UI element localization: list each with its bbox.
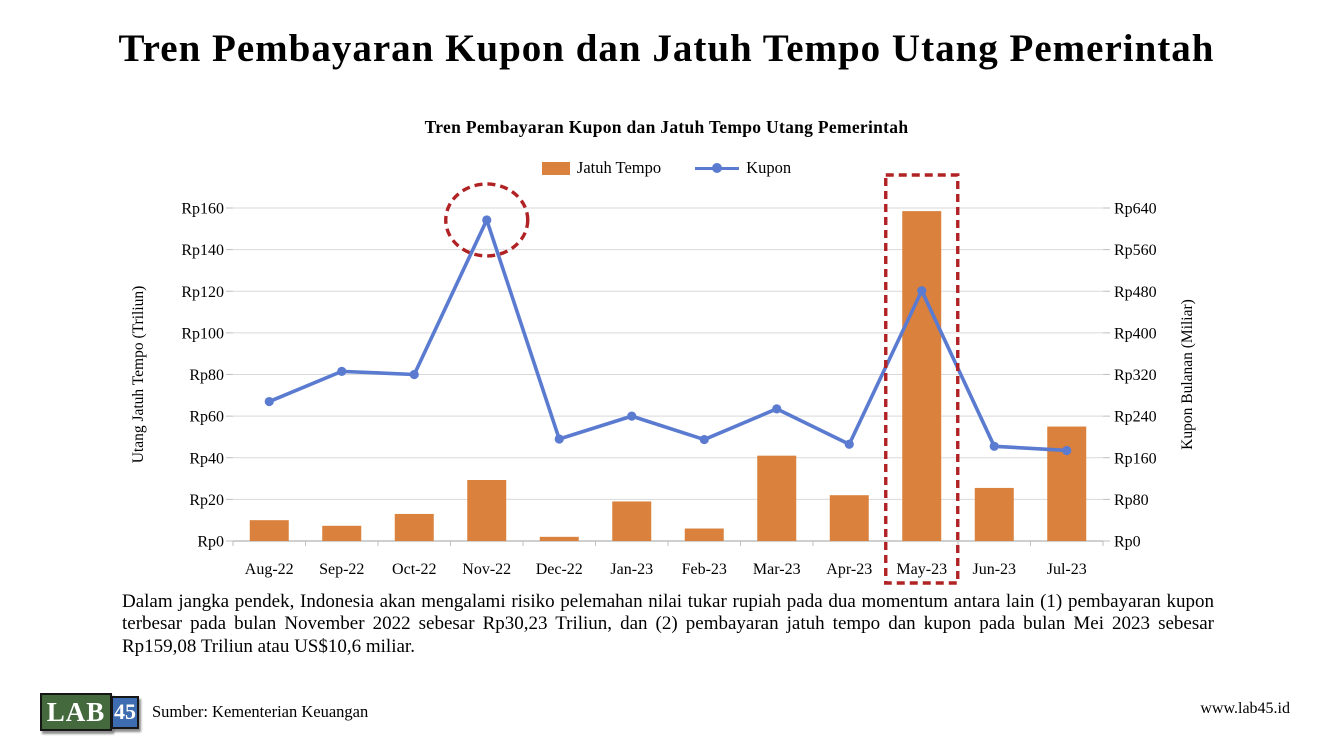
x-label-Sep-22: Sep-22: [319, 561, 364, 578]
point-Nov-22: [482, 215, 492, 225]
left-axis-title: Utang Jatuh Tempo (Triliun): [130, 286, 147, 464]
bar-Nov-22: [467, 480, 507, 541]
right-tick-label: Rp640: [1114, 201, 1157, 218]
legend-item-jatuh-tempo: Jatuh Tempo: [541, 158, 662, 178]
left-tick-label: Rp60: [189, 409, 224, 426]
left-tick-label: Rp100: [181, 325, 224, 342]
page-title: Tren Pembayaran Kupon dan Jatuh Tempo Ut…: [118, 27, 1215, 70]
point-May-23: [917, 286, 927, 296]
right-tick-label: Rp400: [1114, 325, 1157, 342]
bar-Jun-23: [974, 487, 1014, 541]
right-tick-label: Rp480: [1114, 284, 1157, 301]
highlight-rect-May-23: [884, 173, 960, 585]
bar-Apr-23: [829, 495, 869, 541]
point-Apr-23: [844, 439, 854, 449]
bar-Oct-22: [394, 513, 434, 541]
point-Oct-22: [409, 369, 419, 380]
left-tick-label: Rp120: [181, 284, 224, 301]
left-tick-label: Rp40: [189, 450, 224, 467]
chart-legend: Jatuh Tempo Kupon: [0, 158, 1333, 178]
point-Feb-23: [699, 434, 709, 445]
x-label-Dec-22: Dec-22: [536, 561, 583, 578]
point-Sep-22: [337, 366, 347, 376]
highlight-ellipse-Nov-22: [444, 182, 530, 258]
point-Dec-22: [554, 434, 564, 444]
right-tick-label: Rp160: [1114, 450, 1157, 467]
right-tick-label: Rp80: [1114, 492, 1149, 509]
x-label-Feb-23: Feb-23: [682, 561, 727, 578]
left-tick-label: Rp20: [189, 492, 224, 509]
left-tick-label: Rp0: [197, 534, 224, 551]
x-label-Jun-23: Jun-23: [972, 561, 1016, 578]
lab45-logo: LAB 45 Sumber: Kementerian Keuangan: [40, 693, 368, 731]
left-tick-label: Rp80: [189, 367, 224, 384]
point-Aug-22: [264, 396, 274, 407]
legend-label: Kupon: [746, 158, 792, 177]
combo-chart-canvas: Rp0 Rp0 Rp20 Rp80 Rp40 Rp160 Rp60 Rp240 Rp80 Rp32…: [130, 173, 1196, 585]
x-label-Aug-22: Aug-22: [245, 561, 294, 578]
bar-Feb-23: [684, 528, 724, 541]
point-Jun-23: [989, 441, 999, 451]
point-Jul-23: [1062, 445, 1072, 456]
left-tick-label: Rp160: [181, 201, 224, 218]
logo-lab-box: LAB: [40, 693, 112, 731]
x-label-Jul-23: Jul-23: [1047, 561, 1087, 578]
right-tick-label: Rp240: [1114, 409, 1157, 426]
x-label-Nov-22: Nov-22: [462, 561, 511, 578]
summary-note: Dalam jangka pendek, Indonesia akan meng…: [122, 591, 1214, 657]
x-label-Jan-23: Jan-23: [610, 561, 653, 578]
source-text: Sumber: Kementerian Keuangan: [152, 702, 369, 721]
chart-title: Tren Pembayaran Kupon dan Jatuh Tempo Ut…: [424, 117, 909, 137]
right-tick-label: Rp0: [1114, 534, 1141, 551]
bar-May-23: [902, 211, 942, 541]
bar-Jan-23: [612, 501, 652, 541]
x-label-Oct-22: Oct-22: [392, 561, 436, 578]
bar-Jul-23: [1047, 426, 1087, 541]
logo-45-box: 45: [111, 695, 139, 729]
point-Jan-23: [627, 411, 637, 421]
x-label-May-23: May-23: [896, 561, 947, 578]
legend-item-kupon: Kupon: [695, 158, 791, 178]
legend-label: Jatuh Tempo: [576, 158, 662, 177]
line-marker-icon: [695, 162, 740, 175]
point-Mar-23: [772, 404, 782, 414]
kupon-line: [268, 218, 1067, 453]
bar-Mar-23: [757, 455, 797, 541]
x-label-Mar-23: Mar-23: [753, 561, 801, 578]
bar-swatch-icon: [541, 161, 570, 175]
bar-Aug-22: [249, 520, 289, 541]
website-url: www.lab45.id: [1200, 700, 1290, 717]
left-tick-label: Rp140: [181, 242, 224, 259]
right-tick-label: Rp560: [1114, 242, 1157, 259]
right-axis-title: Kupon Bulanan (Miliar): [1179, 299, 1196, 450]
bar-Dec-22: [539, 536, 579, 541]
x-label-Apr-23: Apr-23: [826, 561, 872, 578]
bar-Sep-22: [322, 525, 362, 541]
right-tick-label: Rp320: [1114, 367, 1157, 384]
